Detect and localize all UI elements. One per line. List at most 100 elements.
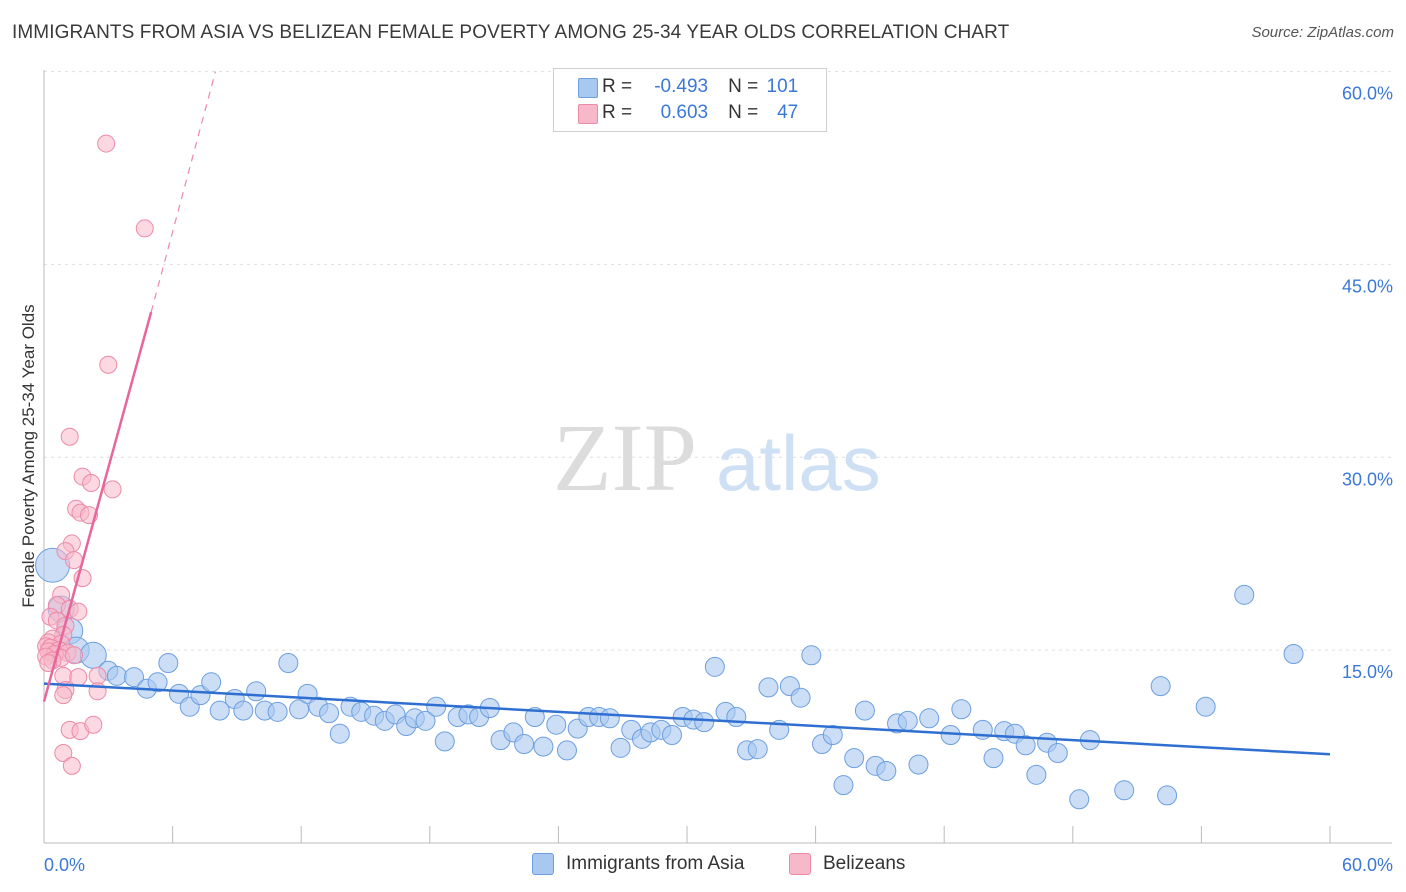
data-point-asia — [1283, 644, 1304, 664]
x-tick-label-min: 0.0% — [44, 855, 85, 875]
correlation-legend: R = -0.493 N = 101 R = 0.603 N = 47 — [553, 68, 827, 132]
data-point-asia — [1015, 735, 1036, 756]
data-point-asia — [278, 653, 299, 673]
trend-lines — [42, 71, 1331, 756]
grid-lines — [44, 71, 1392, 651]
y-tick-label: 45.0% — [1342, 276, 1393, 296]
data-point-asia — [599, 708, 620, 729]
legend-r-label: R = — [602, 102, 633, 123]
data-point-asia — [661, 725, 682, 745]
x-axis-ticks — [43, 826, 1331, 843]
data-point-asia — [983, 748, 1004, 769]
data-point-belizean — [97, 134, 116, 153]
trendline-belizeans — [42, 311, 153, 702]
data-point-asia — [415, 710, 436, 731]
data-point-asia — [556, 740, 577, 761]
data-point-asia — [822, 725, 843, 745]
bottom-legend-swatch-pink — [789, 853, 811, 875]
legend-swatch-blue — [578, 78, 598, 98]
data-point-belizean — [103, 480, 122, 499]
y-tick-label: 60.0% — [1342, 84, 1393, 104]
data-point-asia — [1157, 785, 1178, 806]
y-axis-label: Female Poverty Among 25-34 Year Olds — [19, 304, 38, 607]
bottom-legend-swatch-blue — [532, 853, 554, 875]
data-point-asia — [908, 754, 929, 775]
data-point-asia — [267, 701, 288, 722]
data-point-asia — [106, 665, 127, 686]
data-point-asia — [747, 739, 768, 760]
chart-title: IMMIGRANTS FROM ASIA VS BELIZEAN FEMALE … — [12, 22, 1010, 43]
data-point-belizean — [69, 602, 88, 621]
bottom-legend-label-asia: Immigrants from Asia — [566, 853, 745, 874]
legend-n-label: N = — [728, 76, 759, 97]
data-point-belizean — [65, 551, 84, 570]
data-point-asia — [854, 700, 875, 721]
data-point-asia — [158, 653, 179, 673]
data-point-asia — [546, 714, 567, 735]
data-point-asia — [434, 731, 455, 752]
legend-r-value: 0.603 — [660, 102, 709, 123]
data-point-asia — [147, 672, 168, 693]
data-point-belizean — [99, 355, 118, 374]
data-point-asia — [1069, 789, 1090, 810]
data-point-asia — [233, 700, 254, 721]
data-point-asia — [1195, 696, 1216, 717]
legend-r-value: -0.493 — [654, 76, 709, 97]
data-point-belizean — [88, 666, 107, 685]
data-point-asia — [201, 672, 222, 693]
y-tick-label: 15.0% — [1342, 662, 1393, 682]
legend-swatch-pink — [578, 104, 598, 124]
data-point-belizean — [54, 686, 73, 705]
data-point-asia — [1150, 676, 1171, 697]
data-point-belizean — [54, 744, 73, 762]
bottom-legend-asia: Immigrants from Asia — [532, 851, 744, 877]
data-point-belizean — [62, 756, 81, 775]
data-point-asia — [289, 699, 310, 720]
y-tick-labels: 15.0% 30.0% 45.0% 60.0% — [1342, 84, 1393, 683]
data-point-belizean — [60, 427, 79, 446]
data-point-asia — [726, 707, 747, 727]
legend-row-belizeans: R = 0.603 N = 47 — [578, 101, 799, 125]
legend-n-value: 101 — [766, 76, 799, 97]
series-immigrants-from-asia — [35, 547, 1304, 810]
y-tick-label: 30.0% — [1342, 469, 1393, 489]
data-point-asia — [844, 748, 865, 769]
data-point-asia — [533, 736, 554, 757]
data-point-belizean — [69, 668, 88, 687]
data-point-asia — [833, 775, 854, 796]
data-point-asia — [1234, 584, 1255, 605]
data-point-asia — [919, 708, 940, 729]
data-point-asia — [897, 710, 918, 731]
data-point-asia — [246, 681, 267, 702]
data-point-belizean — [84, 715, 103, 734]
data-point-asia — [951, 699, 972, 720]
data-point-belizean — [65, 646, 84, 665]
data-point-asia — [524, 707, 545, 727]
watermark: ZIP atlas — [553, 404, 881, 511]
data-point-asia — [876, 761, 897, 781]
data-point-asia — [1026, 764, 1047, 785]
axes — [43, 70, 1392, 844]
bottom-legend-label-belizeans: Belizeans — [823, 853, 906, 874]
data-point-asia — [190, 685, 211, 706]
data-point-asia — [319, 703, 340, 724]
data-point-asia — [329, 723, 350, 744]
data-point-asia — [209, 700, 230, 721]
trendline-belizeans-extension — [150, 71, 217, 313]
legend-r-label: R = — [602, 76, 633, 97]
trendline-asia — [43, 682, 1331, 756]
data-point-belizean — [82, 474, 101, 492]
data-point-asia — [704, 656, 725, 677]
x-tick-label-max: 60.0% — [1342, 855, 1393, 875]
data-point-asia — [758, 677, 779, 698]
data-point-asia — [124, 667, 145, 688]
bottom-legend-belizeans: Belizeans — [789, 851, 905, 877]
data-point-asia — [801, 645, 822, 666]
data-point-asia — [610, 737, 631, 758]
data-point-asia — [514, 734, 535, 754]
data-point-asia — [1114, 780, 1135, 801]
legend-n-label: N = — [728, 102, 759, 123]
data-point-asia — [790, 687, 811, 708]
legend-n-value: 47 — [777, 102, 799, 123]
